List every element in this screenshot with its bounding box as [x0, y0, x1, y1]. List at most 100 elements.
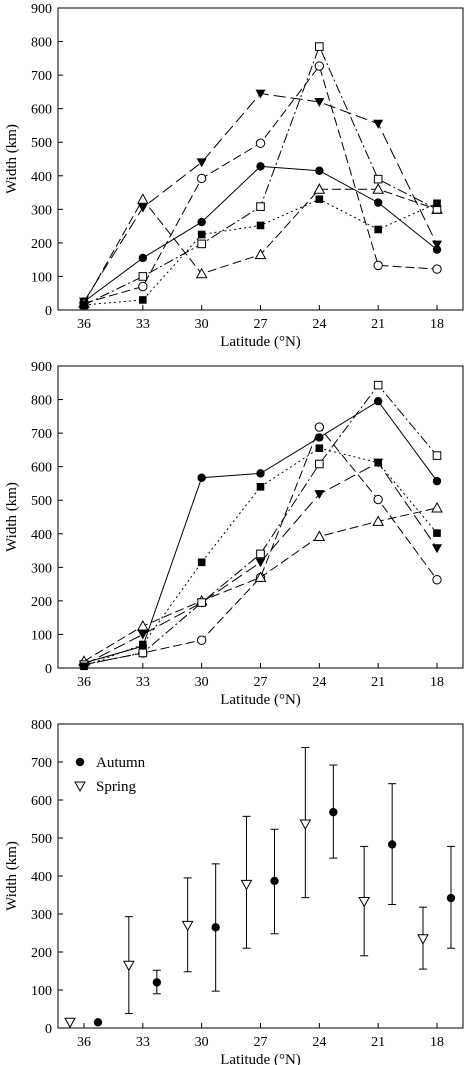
series-line-open-square [83, 384, 438, 666]
data-point-filled-triangle-down [137, 630, 148, 640]
x-tick-label: 21 [371, 675, 385, 690]
x-tick-label: 30 [195, 1035, 209, 1050]
x-tick-label: 24 [312, 317, 326, 332]
x-tick-label: 24 [312, 675, 326, 690]
data-point-open-triangle-up [372, 183, 385, 194]
data-point-open-triangle-up [372, 515, 385, 526]
data-point-autumn [211, 923, 220, 932]
data-point-filled-circle [315, 433, 324, 442]
data-point-filled-square [315, 195, 324, 204]
data-point-spring [64, 1017, 76, 1029]
x-tick-label: 36 [77, 1035, 91, 1050]
series-line-open-circle [83, 426, 438, 666]
data-point-filled-square [197, 558, 206, 567]
data-point-open-circle [373, 494, 383, 505]
data-point-filled-square [139, 296, 147, 304]
data-point-filled-square [433, 199, 441, 208]
y-tick-label: 200 [31, 237, 52, 252]
data-point-open-circle [373, 260, 383, 271]
x-tick-label: 36 [77, 675, 91, 690]
data-point-open-square [138, 648, 148, 658]
data-point-filled-triangle-down [196, 158, 207, 168]
y-tick-label: 300 [31, 203, 52, 218]
data-point-spring [358, 896, 371, 908]
x-tick-label: 33 [136, 675, 150, 690]
panel-top: 0 100 200 300 400 500 600 700 800 900 36 33 30 27 24 21… [4, 2, 464, 350]
y-tick-label: 100 [31, 984, 52, 999]
legend-marker-spring [74, 781, 86, 793]
series-line-open-circle [83, 64, 438, 304]
data-point-open-circle [196, 173, 207, 184]
y-tick-label: 300 [31, 561, 52, 576]
data-point-filled-circle [315, 166, 324, 175]
data-point-filled-triangle-down [432, 240, 442, 250]
data-point-open-circle [314, 422, 325, 432]
x-tick-label: 27 [254, 1035, 268, 1050]
y-axis-title: Width (km) [4, 124, 20, 194]
y-tick-label: 200 [31, 946, 52, 961]
x-tick-label: 30 [195, 317, 209, 332]
x-tick-label: 27 [254, 317, 268, 332]
data-point-filled-triangle-down [432, 544, 442, 554]
data-point-autumn [446, 893, 456, 903]
plot-frame [57, 7, 464, 311]
plot-frame [57, 365, 464, 669]
data-point-open-circle [314, 61, 325, 71]
data-point-autumn [329, 807, 338, 817]
data-point-open-square [315, 42, 324, 51]
data-point-open-square [315, 459, 324, 469]
data-point-spring [122, 960, 135, 972]
y-tick-label: 300 [31, 908, 52, 923]
y-tick-label: 800 [31, 36, 52, 51]
x-axis-title: Latitude (°N) [220, 1052, 301, 1065]
data-point-filled-triangle-down [137, 203, 148, 213]
y-tick-label: 0 [45, 662, 52, 677]
series-line-filled-circle [83, 400, 438, 664]
data-point-autumn [387, 840, 397, 849]
data-point-open-triangle-up [254, 571, 267, 582]
data-point-filled-triangle-down [373, 119, 384, 129]
y-tick-label: 0 [45, 1022, 52, 1037]
y-tick-label: 400 [31, 528, 52, 543]
data-point-open-triangle-up [313, 183, 326, 194]
data-point-open-circle [432, 575, 442, 585]
data-point-filled-triangle-down [314, 490, 325, 500]
data-point-open-square [256, 202, 265, 211]
data-point-open-square [432, 451, 442, 460]
data-point-open-circle [196, 635, 207, 645]
data-point-open-square [256, 549, 265, 559]
data-point-autumn [152, 978, 162, 987]
data-point-open-triangle-up [431, 501, 443, 513]
data-point-spring [299, 819, 312, 830]
y-tick-label: 600 [31, 461, 52, 476]
data-point-filled-square [80, 301, 88, 309]
data-point-filled-circle [373, 198, 383, 207]
y-tick-label: 100 [31, 270, 52, 285]
y-tick-label: 600 [31, 794, 52, 809]
legend-label-autumn: Autumn [96, 755, 146, 771]
x-tick-label: 33 [136, 317, 150, 332]
data-point-open-square [197, 598, 206, 607]
y-tick-label: 500 [31, 832, 52, 847]
x-tick-label: 21 [371, 1035, 385, 1050]
x-tick-label: 18 [430, 675, 444, 690]
data-point-open-square [138, 272, 148, 281]
series-line-filled-circle [83, 165, 438, 303]
x-tick-label: 33 [136, 1035, 150, 1050]
data-point-filled-circle [138, 253, 148, 263]
y-tick-label: 900 [31, 2, 52, 17]
y-tick-label: 700 [31, 69, 52, 84]
y-tick-label: 400 [31, 170, 52, 185]
data-point-spring [417, 934, 429, 945]
x-tick-label: 36 [77, 317, 91, 332]
data-point-filled-square [80, 662, 88, 671]
y-tick-label: 700 [31, 427, 52, 442]
x-tick-label: 18 [430, 1035, 444, 1050]
x-tick-label: 21 [371, 317, 385, 332]
panel-bottom: 0 100 200 300 400 500 600 700 800 36 33 30 27 24 21 18 L… [4, 718, 464, 1065]
y-tick-label: 800 [31, 394, 52, 409]
panel-middle: 0 100 200 300 400 500 600 700 800 900 36 33 30 27 24 21… [4, 360, 464, 708]
data-point-filled-triangle-down [314, 97, 325, 107]
data-point-open-square [197, 239, 206, 249]
